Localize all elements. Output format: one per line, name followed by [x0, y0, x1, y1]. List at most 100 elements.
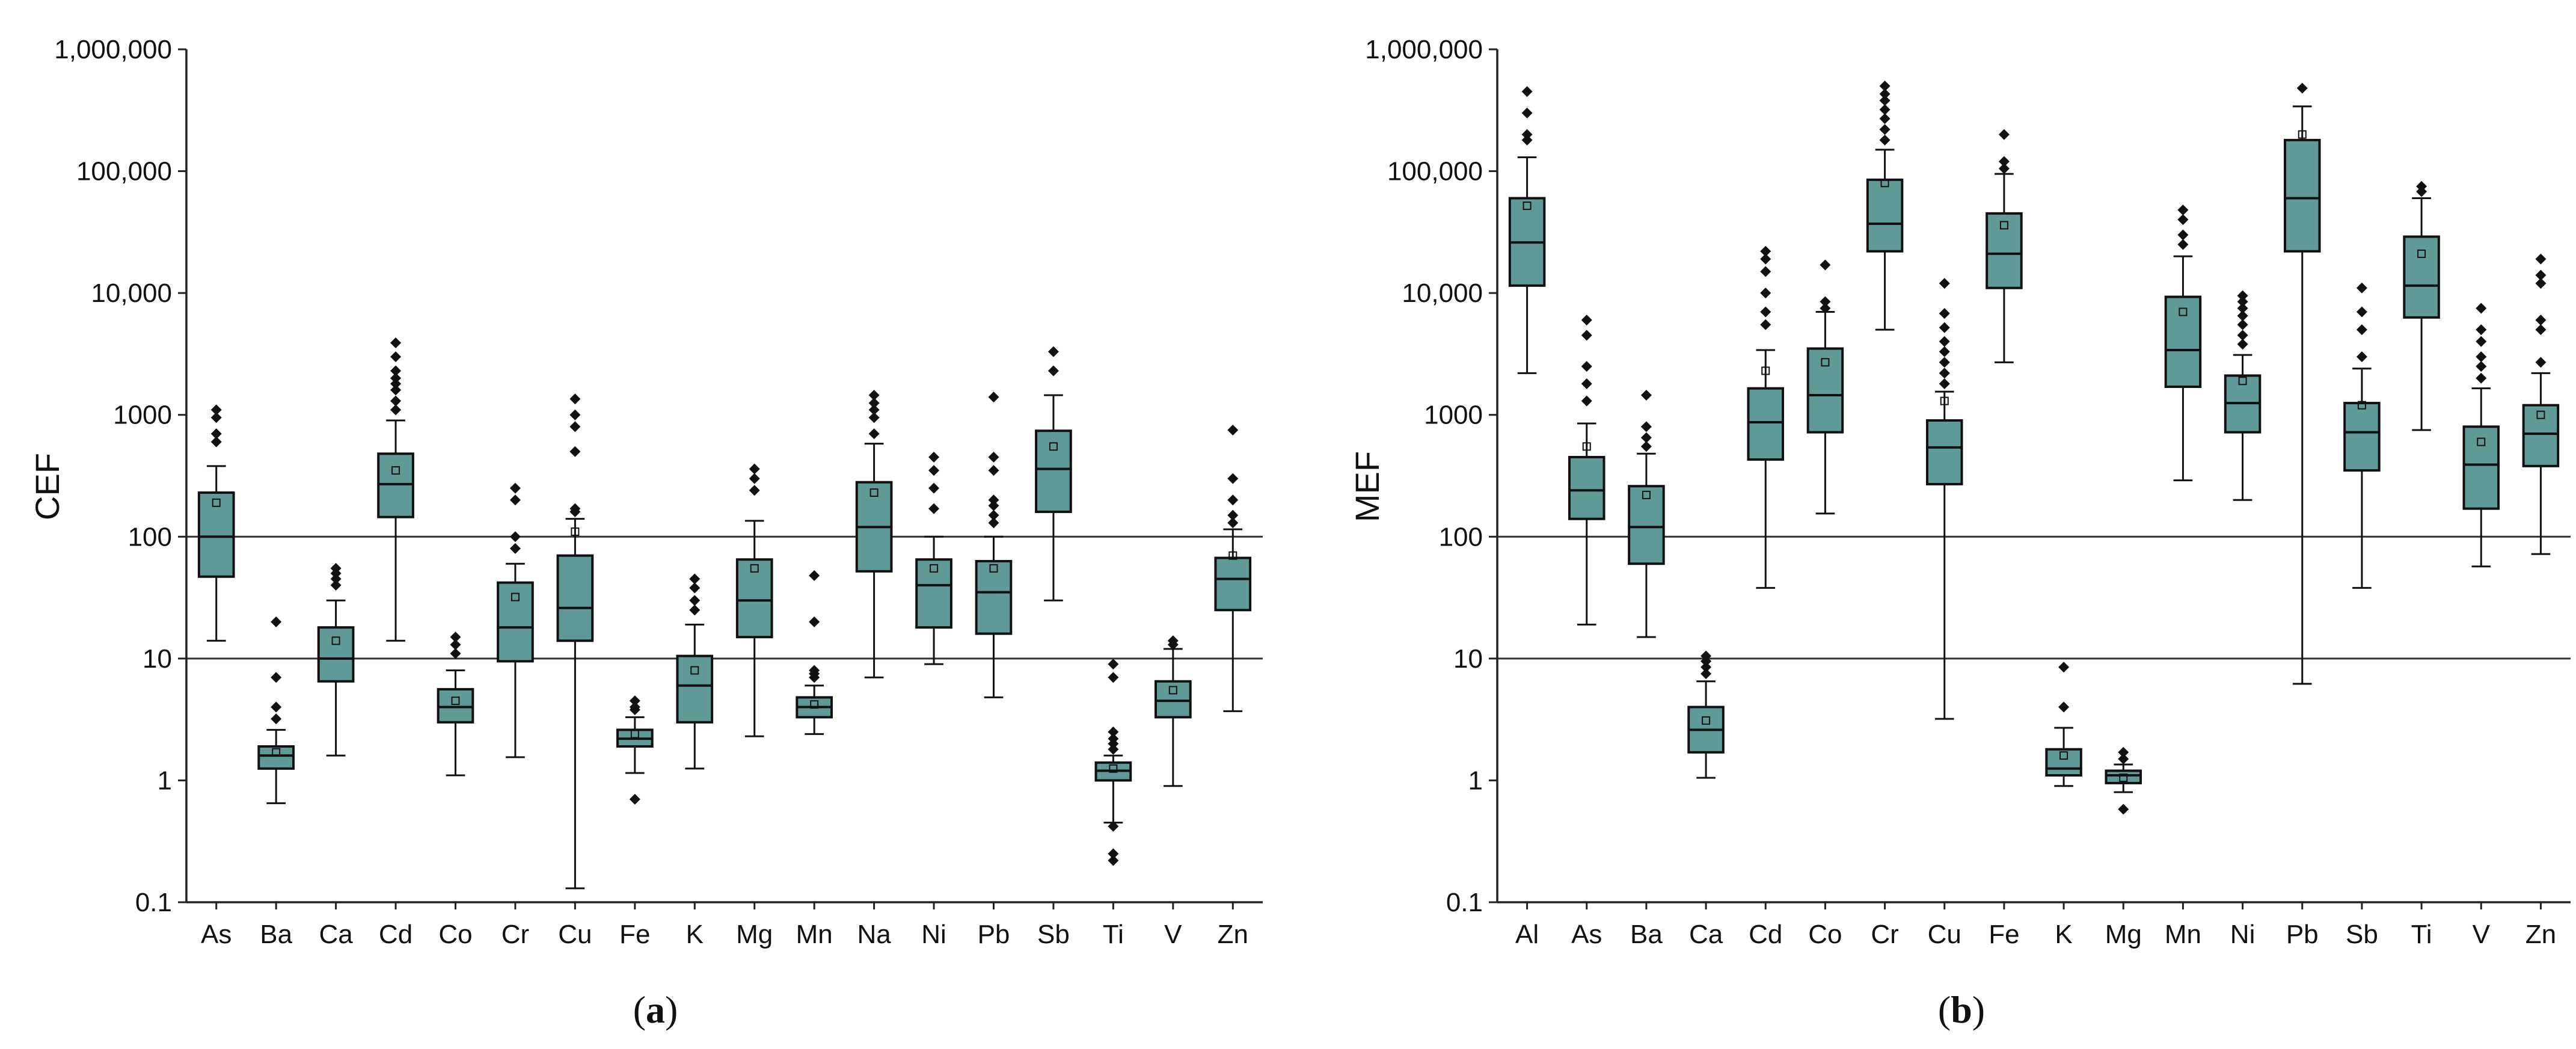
box-iqr: [556, 554, 594, 642]
box-iqr: [2164, 295, 2202, 389]
box-Zn: [1214, 425, 1252, 712]
outlier-point: [2237, 339, 2248, 350]
outlier-point: [2118, 804, 2129, 815]
outlier-point: [1998, 163, 2010, 174]
mean-marker: [391, 466, 400, 475]
outlier-point: [1879, 95, 1891, 106]
outlier-point: [689, 582, 701, 594]
outlier-point: [390, 372, 402, 384]
outlier-point: [988, 509, 999, 521]
box-K: [676, 573, 714, 770]
outlier-point: [1108, 726, 1119, 737]
outlier-point: [1108, 848, 1119, 860]
box-iqr: [2045, 748, 2082, 777]
outlier-point: [1879, 124, 1891, 135]
outlier-point: [629, 793, 640, 805]
outlier-point: [1167, 635, 1179, 647]
mean-marker: [2059, 751, 2068, 760]
outlier-point: [1820, 296, 1831, 307]
x-tick-label: Cu: [1928, 920, 1961, 949]
outlier-point: [1227, 494, 1239, 506]
mean-marker: [2298, 130, 2307, 139]
outlier-point: [1521, 134, 1533, 146]
box-Mn: [2164, 205, 2202, 482]
outlier-point: [390, 404, 402, 416]
mean-marker: [571, 527, 580, 536]
x-tick-label: Fe: [1989, 920, 2019, 949]
outlier-point: [569, 409, 581, 420]
box-Pb: [2283, 82, 2321, 685]
outlier-point: [868, 398, 880, 409]
outlier-point: [450, 632, 461, 643]
outlier-point: [1939, 346, 1950, 357]
outlier-point: [1820, 303, 1831, 314]
y-tick-label: 0.1: [135, 888, 172, 917]
outlier-point: [1760, 245, 1771, 257]
panel-label: (b): [1938, 988, 1985, 1031]
outlier-point: [1227, 517, 1239, 529]
box-iqr: [1628, 485, 1665, 565]
outlier-point: [749, 463, 760, 475]
y-tick-label: 0.1: [1446, 888, 1483, 917]
box-V: [2462, 303, 2500, 568]
outlier-point: [988, 451, 999, 463]
box-K: [2045, 662, 2082, 787]
mean-marker: [1880, 179, 1889, 188]
box-iqr: [437, 688, 474, 724]
box-iqr: [257, 745, 295, 770]
box-iqr: [2522, 404, 2560, 467]
outlier-point: [1879, 80, 1891, 91]
x-tick-label: Cu: [558, 920, 592, 949]
x-tick-label: Al: [1515, 920, 1539, 949]
mean-marker: [212, 498, 221, 507]
x-tick-label: Ba: [260, 920, 292, 949]
outlier-point: [1760, 253, 1771, 265]
box-iqr: [1806, 347, 1844, 434]
box-Ca: [1687, 650, 1725, 779]
box-iqr: [1986, 212, 2023, 289]
box-V: [1154, 635, 1192, 787]
x-tick-label: Mn: [2165, 920, 2201, 949]
box-As: [1568, 315, 1605, 626]
outlier-point: [1998, 129, 2010, 140]
panel-label-letter: b: [1951, 988, 1972, 1031]
mean-marker: [331, 636, 340, 645]
box-iqr: [377, 452, 414, 518]
outlier-point: [569, 421, 581, 432]
outlier-point: [2535, 278, 2547, 289]
outlier-point: [2356, 351, 2367, 363]
box-Co: [1806, 259, 1844, 515]
outlier-point: [928, 451, 940, 463]
panel-label: (a): [633, 988, 678, 1031]
outlier-point: [330, 562, 342, 574]
outlier-point: [509, 494, 521, 506]
outlier-point: [1640, 390, 1652, 401]
x-tick-label: Zn: [2525, 920, 2556, 949]
outlier-point: [2237, 330, 2248, 341]
mean-marker: [989, 564, 998, 573]
outlier-point: [1581, 315, 1592, 326]
outlier-point: [1939, 378, 1950, 390]
outlier-point: [1227, 425, 1239, 436]
box-iqr: [2283, 138, 2321, 253]
mean-marker: [511, 592, 520, 601]
outlier-point: [1879, 88, 1891, 100]
x-tick-label: V: [1164, 920, 1182, 949]
mean-marker: [1940, 396, 1949, 405]
outlier-point: [1581, 330, 1592, 341]
outlier-point: [271, 713, 282, 725]
outlier-point: [629, 695, 640, 707]
outlier-point: [390, 395, 402, 407]
x-tick-label: Ca: [1689, 920, 1723, 949]
box-iqr: [1925, 419, 1963, 485]
box-iqr: [1568, 455, 1605, 520]
box-iqr: [1214, 556, 1252, 612]
outlier-point: [1879, 104, 1891, 115]
y-tick-label: 1: [1468, 766, 1483, 795]
box-iqr: [1154, 680, 1192, 719]
outlier-point: [1879, 134, 1891, 146]
outlier-point: [689, 573, 701, 585]
chart-panel-a: 0.1 1 10 100 1000 10,000 100,000 1,000,000 CEF As…: [28, 35, 1263, 1031]
outlier-point: [271, 616, 282, 627]
box-iqr: [197, 491, 235, 578]
